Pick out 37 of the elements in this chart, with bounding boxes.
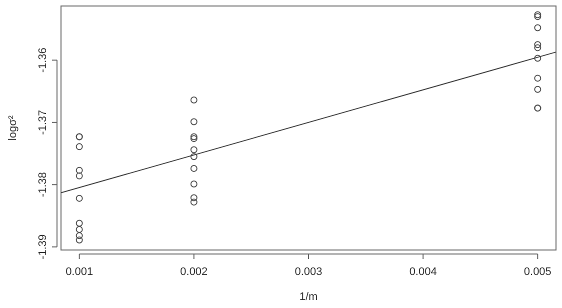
point (534, 44, 542, 52)
point (534, 41, 542, 48)
x-tick-label: 0.001 (66, 266, 94, 278)
y-tick-label: -1.37 (37, 110, 49, 135)
point (76, 166, 83, 174)
y-tick-label: -1.38 (37, 172, 49, 198)
point (190, 96, 198, 104)
point (190, 194, 198, 202)
point (534, 11, 542, 18)
point (190, 146, 198, 154)
x-tick-label: 0.003 (294, 266, 322, 278)
point (76, 220, 83, 227)
point (76, 194, 83, 202)
y-tick-label: -1.36 (37, 48, 49, 73)
y-tick-label: -1.39 (37, 234, 49, 260)
point (190, 198, 198, 206)
point (76, 172, 83, 180)
point (76, 232, 83, 240)
point (534, 24, 542, 32)
x-tick-label: 0.005 (524, 266, 552, 278)
y-axis-title: logσ² (7, 115, 19, 141)
x-tick-label: 0.002 (180, 266, 208, 278)
point (76, 143, 83, 150)
x-axis-title: 1/m (299, 291, 318, 303)
point (190, 153, 198, 160)
point (190, 133, 198, 140)
point (534, 13, 542, 20)
point (190, 135, 198, 142)
point (534, 86, 542, 93)
point (190, 164, 198, 172)
point (534, 74, 542, 82)
point (534, 54, 542, 62)
point (76, 236, 83, 244)
point (76, 226, 83, 233)
point (190, 118, 198, 126)
point (190, 180, 198, 188)
x-tick-label: 0.004 (409, 266, 437, 278)
